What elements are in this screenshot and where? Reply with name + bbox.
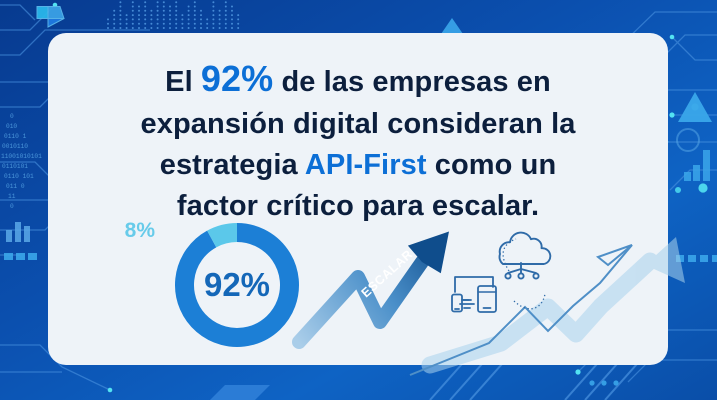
svg-text:010: 010 (6, 123, 17, 130)
svg-text:011 0: 011 0 (6, 183, 25, 190)
svg-text:0: 0 (10, 203, 14, 210)
svg-text:0010110: 0010110 (2, 143, 28, 150)
svg-text:11001010101: 11001010101 (1, 153, 42, 160)
svg-text:0: 0 (10, 113, 14, 120)
svg-text:0110101: 0110101 (2, 163, 28, 170)
svg-text:11: 11 (8, 193, 16, 200)
svg-text:0110 1: 0110 1 (4, 133, 27, 140)
svg-text:0110 101: 0110 101 (4, 173, 34, 180)
